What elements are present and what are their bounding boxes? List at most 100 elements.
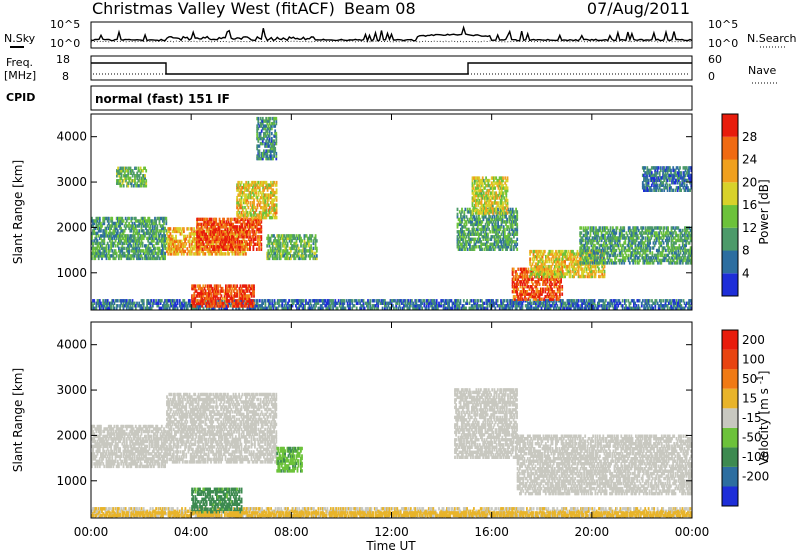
power-cell — [268, 251, 271, 256]
power-cell — [213, 306, 216, 310]
power-cell — [487, 208, 490, 213]
power-cell — [160, 254, 163, 258]
power-cell — [218, 247, 221, 251]
power-cell — [470, 215, 472, 219]
power-cell — [247, 301, 250, 305]
power-cell — [228, 227, 231, 232]
power-cell — [598, 299, 600, 303]
power-cell — [278, 256, 281, 261]
power-cell — [91, 234, 93, 238]
power-cell — [139, 306, 142, 310]
power-cell — [300, 304, 303, 308]
power-cell — [148, 231, 151, 236]
power-cell — [511, 232, 514, 236]
power-cell — [602, 304, 605, 308]
power-cell — [93, 221, 96, 226]
power-cell — [377, 301, 379, 305]
power-cell — [369, 304, 372, 308]
power-cell — [129, 224, 132, 228]
power-cell — [611, 301, 614, 305]
power-cell — [309, 249, 311, 253]
power-cell — [600, 299, 603, 303]
power-cell — [271, 190, 273, 195]
power-cell — [682, 299, 685, 303]
power-cell — [162, 254, 164, 258]
power-cell — [604, 306, 607, 310]
power-cell — [206, 225, 209, 229]
power-cell — [655, 299, 658, 303]
power-cell — [149, 249, 152, 253]
power-cell — [218, 227, 221, 232]
power-cell — [130, 179, 133, 183]
power-cell — [529, 304, 532, 308]
power-cell — [105, 229, 108, 233]
power-cell — [94, 236, 97, 241]
power-cell — [125, 306, 128, 310]
power-cell — [453, 306, 456, 310]
power-cell — [456, 215, 459, 219]
power-cell — [136, 171, 139, 175]
power-cell — [141, 219, 144, 223]
power-cell — [151, 231, 154, 236]
power-cell — [96, 219, 99, 223]
power-cell — [93, 256, 96, 261]
power-cell — [121, 251, 124, 256]
power-cell — [470, 247, 472, 251]
power-cell — [115, 234, 118, 238]
power-cell — [303, 246, 306, 251]
power-cell — [201, 232, 204, 236]
power-cell — [487, 201, 490, 205]
power-cell — [260, 141, 263, 146]
power-cell — [116, 179, 118, 183]
power-cell — [176, 299, 179, 303]
power-cell — [379, 301, 382, 305]
power-cell — [188, 244, 191, 249]
power-cell — [239, 284, 242, 288]
power-cell — [568, 299, 571, 303]
power-cell — [471, 227, 474, 232]
power-cell — [263, 208, 266, 212]
power-cell — [250, 237, 253, 241]
power-cell — [473, 222, 476, 227]
power-cell — [159, 239, 162, 243]
power-cell — [183, 301, 186, 305]
power-cell — [263, 299, 266, 303]
power-cell — [190, 242, 193, 246]
power-cell — [255, 188, 258, 192]
power-cell — [481, 188, 484, 193]
power-cell — [481, 227, 484, 232]
power-cell — [458, 220, 461, 224]
power-cell — [95, 231, 98, 236]
power-cell — [101, 224, 103, 228]
power-cell — [204, 247, 206, 251]
power-cell — [202, 230, 205, 234]
power-cell — [244, 225, 247, 229]
power-cell — [457, 232, 460, 236]
power-cell — [268, 193, 271, 197]
power-cell — [303, 239, 306, 243]
power-cell — [386, 306, 388, 310]
power-cell — [580, 304, 582, 308]
power-cell — [576, 304, 579, 308]
power-cell — [189, 301, 191, 305]
power-cell — [256, 205, 259, 210]
power-cell — [207, 230, 210, 234]
power-cell — [209, 232, 212, 236]
power-cell — [505, 215, 507, 219]
power-cell — [278, 249, 281, 253]
power-cell — [139, 166, 142, 170]
power-cell — [569, 304, 572, 308]
power-cell — [287, 301, 289, 305]
power-cell — [509, 217, 512, 222]
power-cell — [259, 180, 262, 185]
power-cell — [147, 306, 150, 310]
power-cell — [272, 205, 275, 210]
power-cell — [490, 201, 493, 205]
power-cell — [149, 254, 152, 258]
power-cell — [165, 221, 168, 226]
power-cell — [125, 234, 128, 238]
power-cell — [252, 220, 255, 224]
power-cell — [96, 249, 99, 253]
power-cell — [240, 286, 243, 291]
power-cell — [235, 294, 237, 298]
